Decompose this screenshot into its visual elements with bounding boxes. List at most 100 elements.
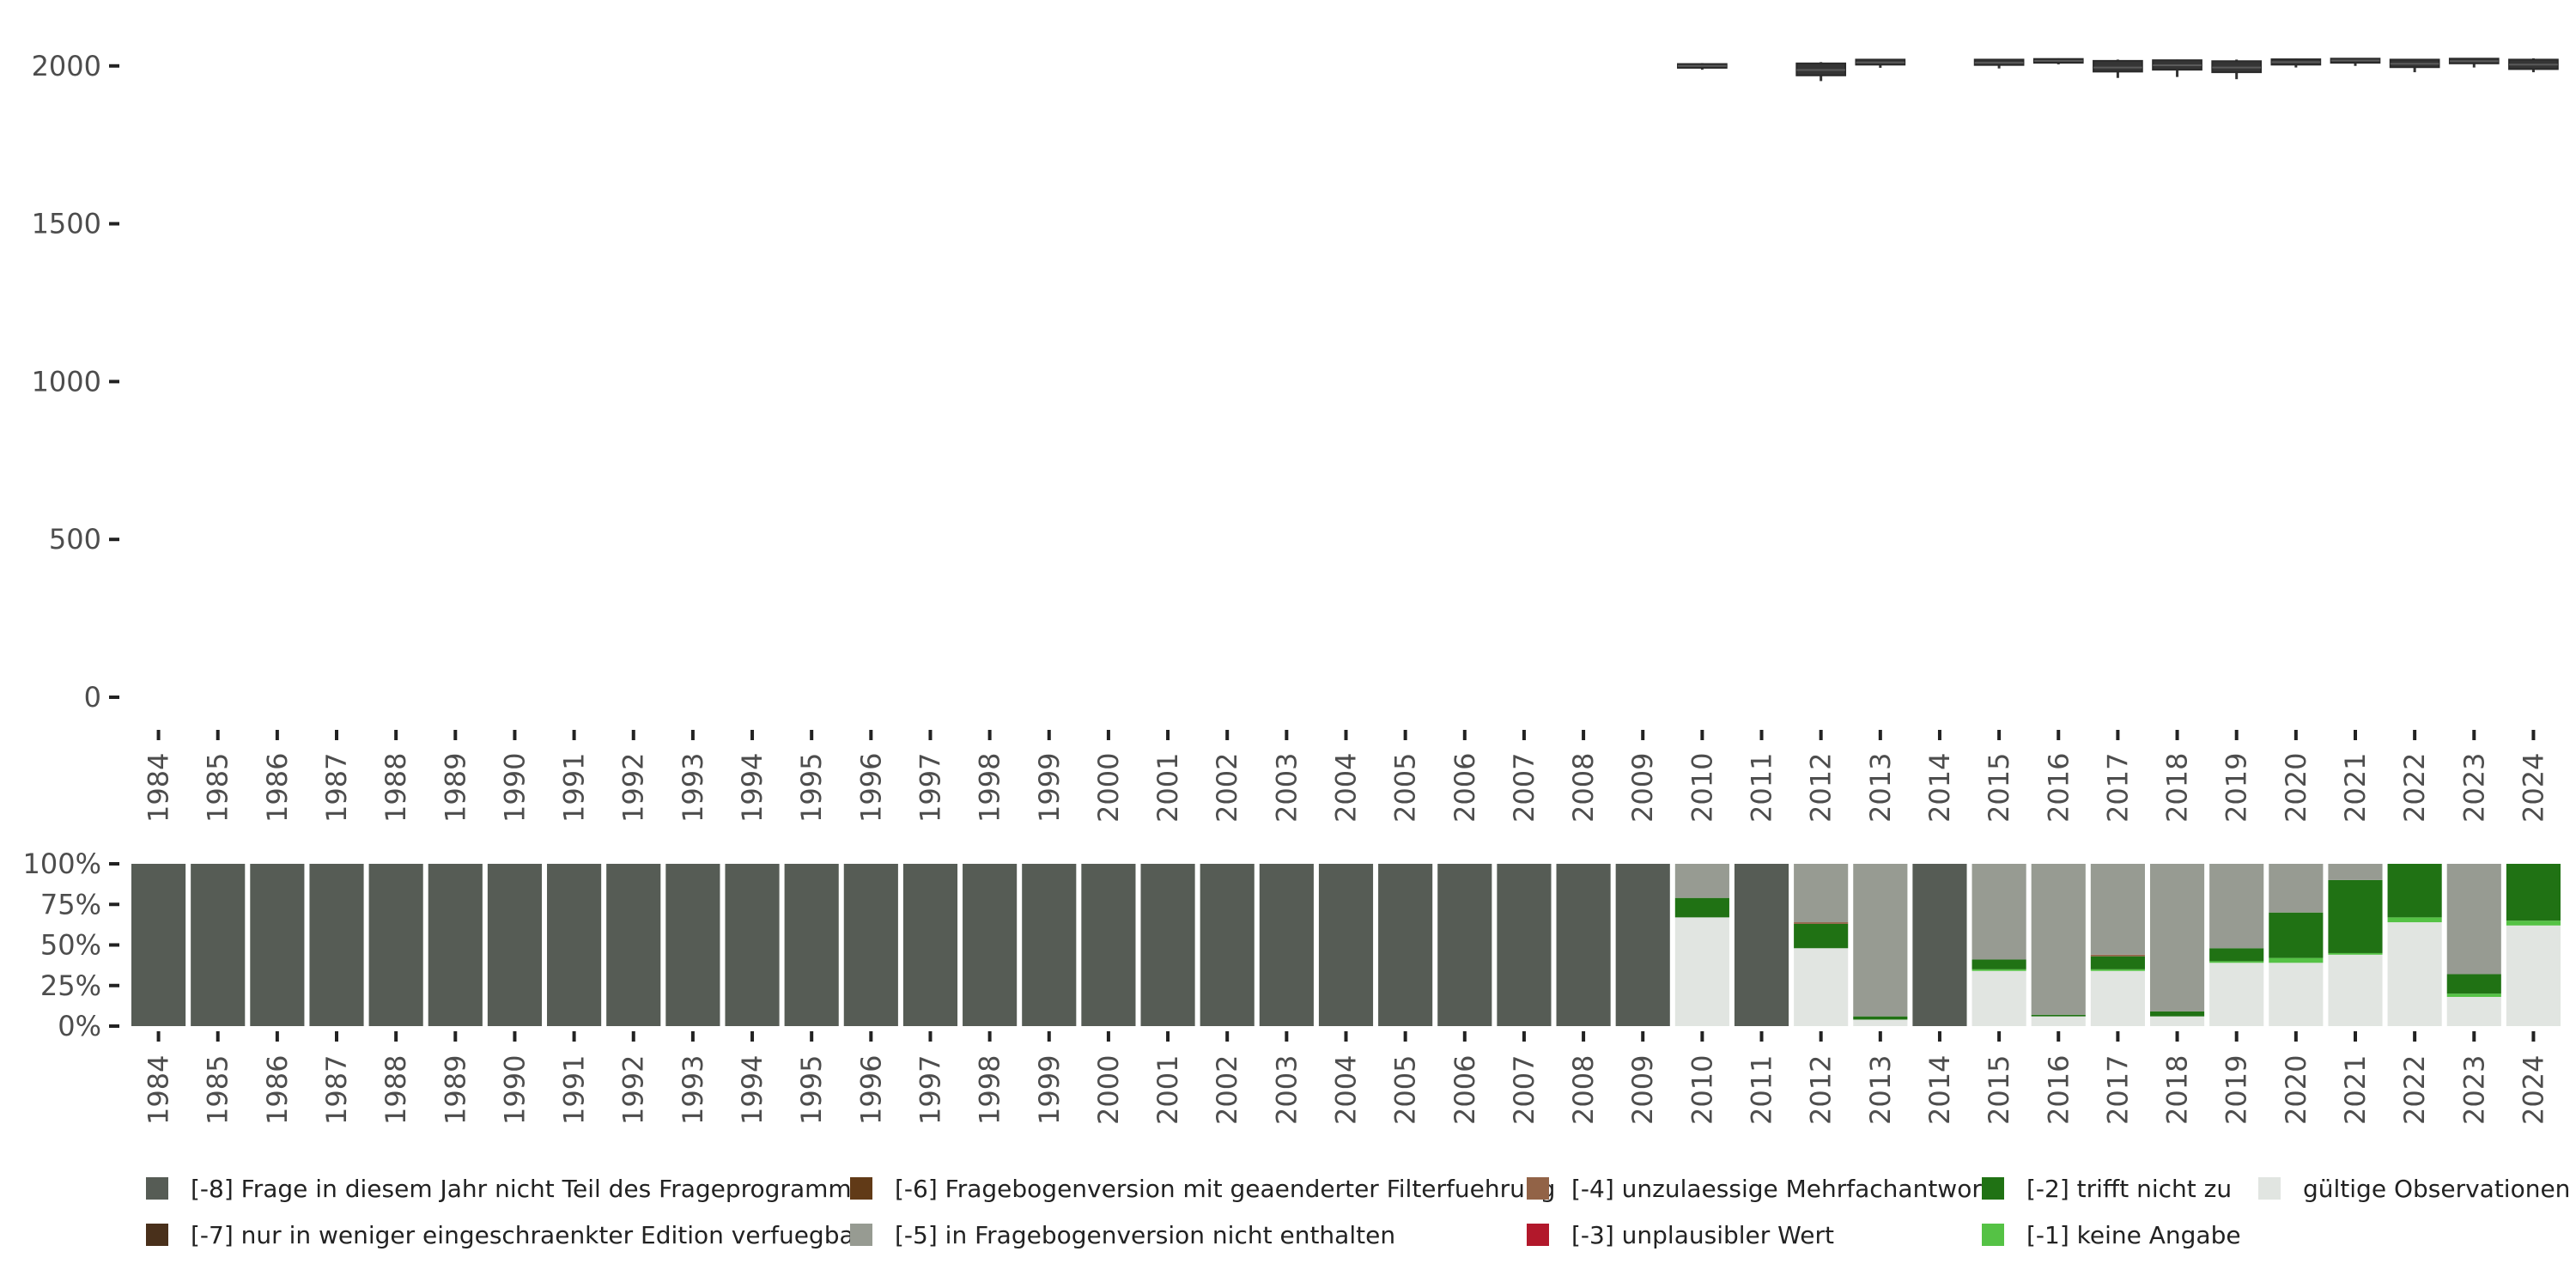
bar-segment bbox=[547, 864, 602, 1026]
x-tick-label: 2016 bbox=[2042, 1055, 2075, 1125]
legend-item: gültige Observationen bbox=[2258, 1175, 2570, 1203]
bar-segment bbox=[1853, 1016, 1908, 1020]
x-tick-label: 2014 bbox=[1923, 1055, 1956, 1125]
bar-segment bbox=[487, 864, 543, 1026]
x-tick-label: 2020 bbox=[2280, 1055, 2312, 1125]
bar-segment bbox=[1794, 923, 1849, 949]
x-tick-label: 2000 bbox=[1092, 753, 1125, 823]
bar-segment bbox=[2387, 922, 2442, 1026]
legend-swatch bbox=[1982, 1224, 2004, 1246]
y-tick-label: 500 bbox=[49, 523, 101, 556]
x-tick-label: 2021 bbox=[2339, 1055, 2372, 1125]
legend-swatch bbox=[2258, 1177, 2281, 1200]
x-tick-label: 2012 bbox=[1805, 1055, 1838, 1125]
bar-segment bbox=[2387, 864, 2442, 918]
bar-segment bbox=[2506, 925, 2561, 1026]
bar-segment bbox=[2446, 996, 2501, 1026]
legend-label: [-8] Frage in diesem Jahr nicht Teil des… bbox=[191, 1174, 865, 1203]
bar-segment bbox=[1497, 864, 1552, 1026]
x-tick-label: 2013 bbox=[1864, 1055, 1897, 1125]
bar-segment bbox=[1437, 864, 1492, 1026]
bar-segment bbox=[1081, 864, 1136, 1026]
bar-segment bbox=[2506, 920, 2561, 926]
legend-label: [-1] keine Angabe bbox=[2026, 1220, 2241, 1249]
bar-segment bbox=[1734, 864, 1789, 1026]
y-tick-label: 25% bbox=[40, 969, 101, 1002]
bar-segment bbox=[2031, 1016, 2086, 1026]
legend-swatch bbox=[146, 1177, 168, 1200]
bar-segment bbox=[2328, 879, 2383, 953]
x-tick-label: 1986 bbox=[261, 753, 294, 823]
legend-swatch bbox=[850, 1177, 872, 1200]
x-tick-label: 1989 bbox=[439, 753, 471, 823]
bar-segment bbox=[1794, 948, 1849, 1026]
box bbox=[2093, 59, 2143, 73]
bar-segment bbox=[2090, 970, 2145, 1026]
x-tick-label: 2003 bbox=[1270, 1055, 1303, 1125]
x-tick-label: 2009 bbox=[1626, 1055, 1659, 1125]
x-tick-label: 2015 bbox=[1983, 753, 2015, 823]
bar-segment bbox=[131, 864, 186, 1026]
legend-swatch bbox=[1527, 1224, 1549, 1246]
x-tick-label: 1994 bbox=[736, 1055, 769, 1125]
x-tick-label: 1993 bbox=[677, 753, 709, 823]
bar-segment bbox=[1674, 917, 1729, 1026]
x-tick-label: 2010 bbox=[1686, 1055, 1718, 1125]
x-tick-label: 2019 bbox=[2221, 753, 2253, 823]
bar-segment bbox=[2328, 954, 2383, 1026]
x-tick-label: 1999 bbox=[1033, 753, 1066, 823]
x-tick-label: 2005 bbox=[1389, 753, 1422, 823]
y-tick-label: 75% bbox=[40, 888, 101, 920]
legend-item: [-5] in Fragebogenversion nicht enthalte… bbox=[850, 1221, 1395, 1249]
bar-segment bbox=[963, 864, 1018, 1026]
x-tick-label: 2004 bbox=[1330, 753, 1363, 823]
bar-segment bbox=[1378, 864, 1433, 1026]
x-tick-label: 1998 bbox=[974, 753, 1006, 823]
bar-segment bbox=[1853, 1019, 1908, 1026]
bar-segment bbox=[1971, 864, 2026, 960]
bar-segment bbox=[2328, 952, 2383, 955]
x-tick-label: 2005 bbox=[1389, 1055, 1422, 1125]
x-tick-label: 1996 bbox=[854, 1055, 887, 1125]
bar-segment bbox=[2209, 963, 2264, 1026]
bar-segment bbox=[250, 864, 305, 1026]
x-tick-label: 1991 bbox=[558, 1055, 591, 1125]
x-tick-label: 1990 bbox=[498, 1055, 531, 1125]
x-tick-label: 2022 bbox=[2398, 1055, 2431, 1125]
x-tick-label: 2017 bbox=[2101, 753, 2134, 823]
bar-segment bbox=[2387, 917, 2442, 923]
bar-segment bbox=[2269, 864, 2324, 913]
stacked-bar-panel: 0% 25% 50% 75% 100% 1984 1985 1986 1987 1988 1989 1… bbox=[23, 848, 2561, 1125]
legend-item: [-1] keine Angabe bbox=[1982, 1221, 2241, 1249]
x-tick-label: 2003 bbox=[1270, 753, 1303, 823]
bar-segment bbox=[2149, 864, 2205, 1012]
bar-segment bbox=[2506, 864, 2561, 921]
bar-segment bbox=[725, 864, 780, 1026]
x-tick-label: 1993 bbox=[677, 1055, 709, 1125]
legend-label: [-5] in Fragebogenversion nicht enthalte… bbox=[895, 1220, 1396, 1249]
bar-segment bbox=[309, 864, 364, 1026]
x-tick-label: 2007 bbox=[1508, 1055, 1540, 1125]
x-tick-label: 2008 bbox=[1567, 753, 1600, 823]
x-tick-label: 2024 bbox=[2517, 753, 2549, 823]
x-tick-label: 1997 bbox=[914, 753, 946, 823]
legend-label: [-7] nur in weniger eingeschraenkter Edi… bbox=[191, 1220, 865, 1249]
bar-segment bbox=[606, 864, 661, 1026]
bar-segment bbox=[902, 864, 958, 1026]
bar-segment bbox=[191, 864, 246, 1026]
bar-segment bbox=[2446, 974, 2501, 994]
bar-segment bbox=[2269, 912, 2324, 958]
y-tick-label: 1500 bbox=[32, 208, 101, 240]
legend-item: [-3] unplausibler Wert bbox=[1527, 1221, 1834, 1249]
bar-segment bbox=[1794, 864, 1849, 923]
x-tick-label: 2016 bbox=[2042, 753, 2075, 823]
x-tick-label: 2001 bbox=[1151, 1055, 1184, 1125]
bar-segment bbox=[665, 864, 720, 1026]
legend-item: [-6] Fragebogenversion mit geaenderter F… bbox=[850, 1175, 1555, 1203]
legend-swatch bbox=[1982, 1177, 2004, 1200]
x-tick-label: 2000 bbox=[1092, 1055, 1125, 1125]
y-tick-label: 1000 bbox=[32, 365, 101, 398]
legend-label: [-2] trifft nicht zu bbox=[2026, 1174, 2233, 1203]
bar-segment bbox=[2149, 1016, 2205, 1026]
